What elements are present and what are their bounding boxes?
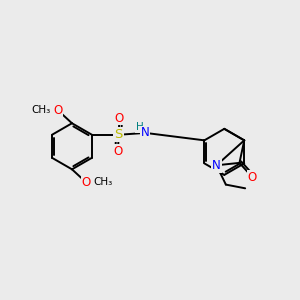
Text: N: N: [212, 159, 221, 172]
Text: O: O: [115, 112, 124, 124]
Text: O: O: [113, 145, 123, 158]
Text: CH₃: CH₃: [32, 105, 51, 115]
Text: O: O: [53, 104, 62, 117]
Text: N: N: [141, 126, 150, 140]
Text: O: O: [82, 176, 91, 189]
Text: CH₃: CH₃: [93, 177, 112, 187]
Text: H: H: [136, 122, 144, 132]
Text: S: S: [115, 128, 123, 141]
Text: O: O: [248, 171, 257, 184]
